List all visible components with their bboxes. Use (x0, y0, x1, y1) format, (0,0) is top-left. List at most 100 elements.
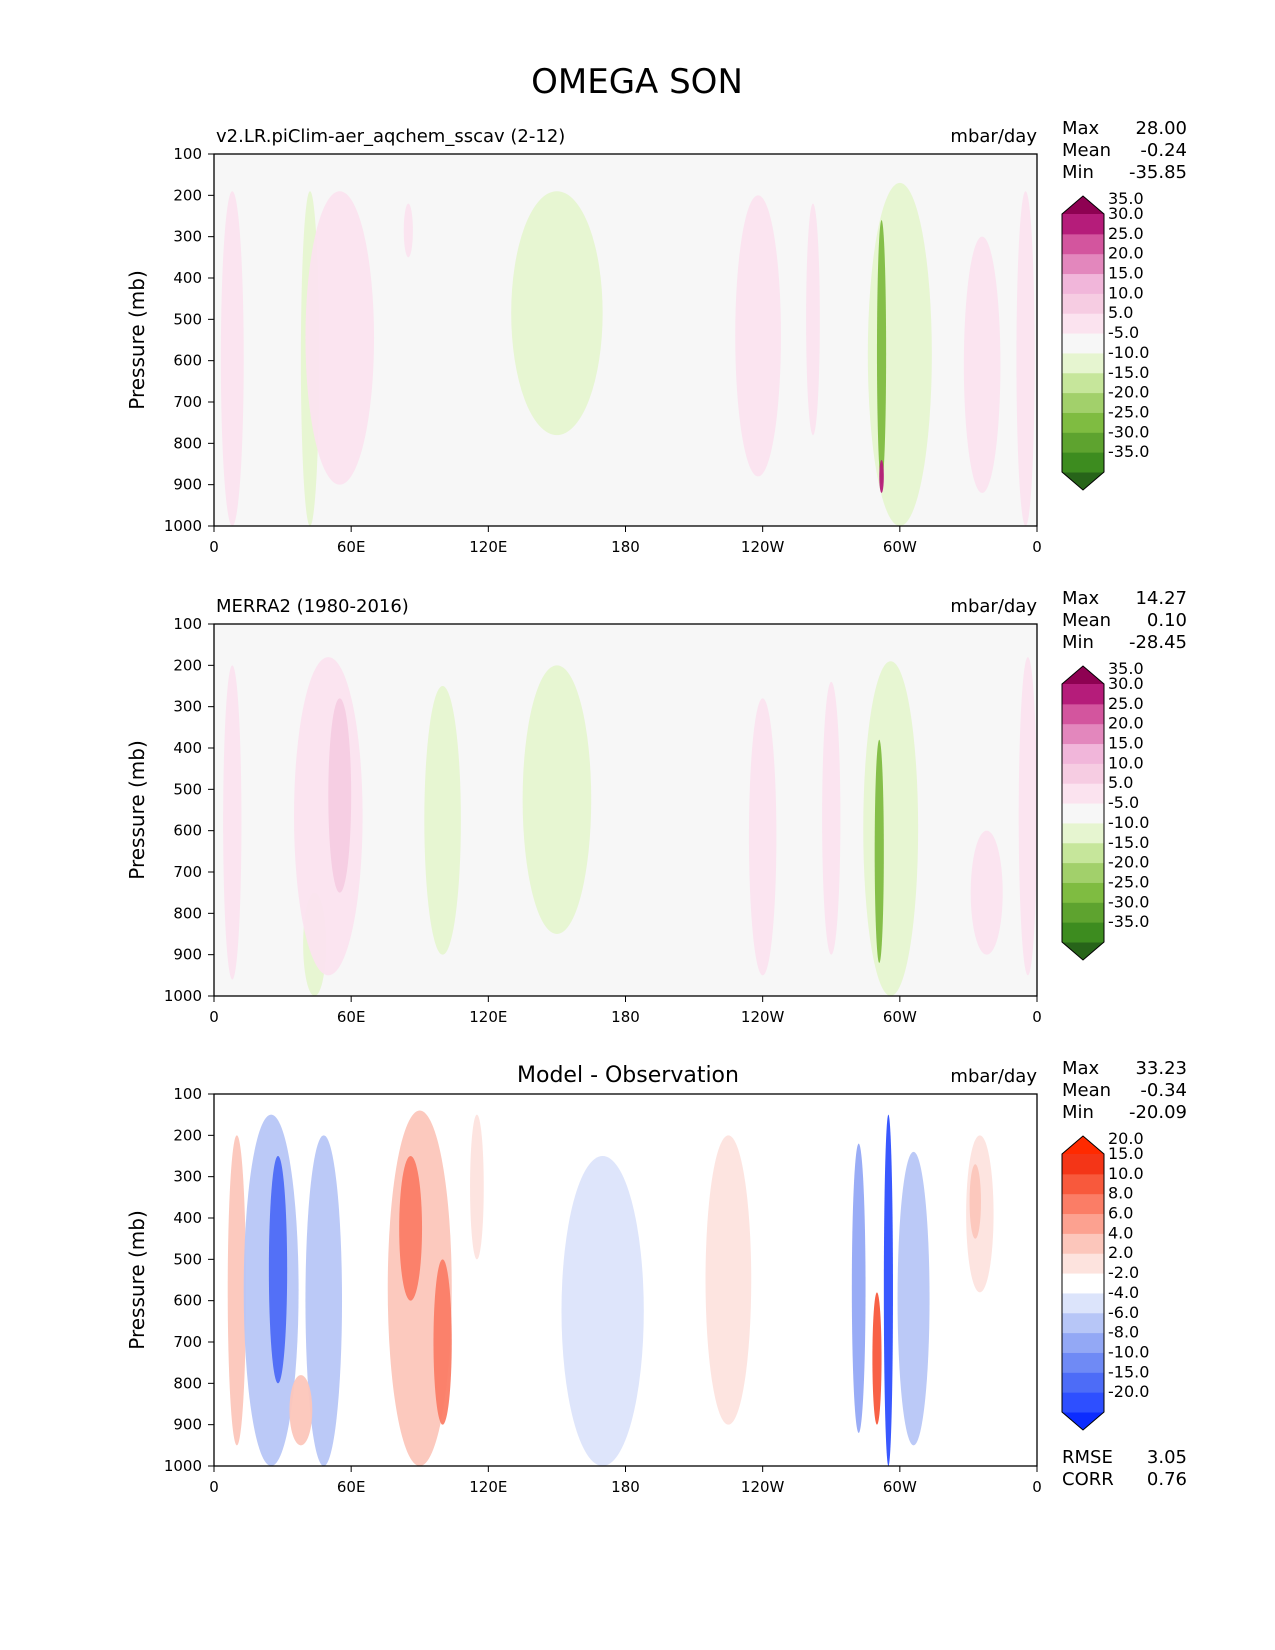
panel-1: 100 200 300 400 500 600 700 800 900 1000 0 60E 120E 1… (125, 588, 1187, 1026)
x-tick-label: 60E (337, 538, 366, 556)
y-tick-label: 900 (173, 946, 202, 964)
colorbar-segment (1062, 1292, 1104, 1314)
panel-title: v2.LR.piClim-aer_aqchem_sscav (2-12) (216, 126, 565, 147)
stat-label: Max (1062, 118, 1100, 139)
y-tick-label: 1000 (164, 517, 202, 535)
field-feature (748, 698, 777, 976)
colorbar-extend-bottom (1062, 942, 1104, 960)
colorbar-extend-top (1062, 666, 1104, 684)
colorbar-segment (1062, 763, 1104, 784)
y-tick-label: 400 (173, 739, 202, 757)
stat-value: 28.00 (1135, 118, 1187, 139)
field-feature (735, 195, 781, 477)
field-feature (511, 191, 603, 436)
colorbar-label: -20.0 (1108, 1382, 1149, 1401)
colorbar-label: -15.0 (1108, 833, 1149, 852)
y-tick-label: 600 (173, 352, 202, 370)
field-feature (872, 1292, 882, 1425)
colorbar-label: -35.0 (1108, 442, 1149, 461)
colorbar-label: 5.0 (1108, 773, 1133, 792)
x-tick-label: 0 (1032, 1008, 1042, 1026)
colorbar-label: -35.0 (1108, 912, 1149, 931)
stat-value: 33.23 (1135, 1058, 1187, 1079)
x-tick-label: 180 (611, 1008, 640, 1026)
y-tick-label: 1000 (164, 1457, 202, 1475)
field-feature (897, 1151, 930, 1446)
x-tick-label: 120W (741, 1478, 785, 1496)
y-tick-label: 700 (173, 863, 202, 881)
field-layer (223, 657, 1037, 996)
colorbar-segment (1062, 452, 1104, 473)
colorbar-label: -5.0 (1108, 323, 1139, 342)
x-tick-label: 60W (883, 1478, 917, 1496)
y-tick-label: 800 (173, 1374, 202, 1392)
stat-value: -0.24 (1140, 140, 1187, 161)
field-feature (851, 1143, 866, 1433)
colorbar-label: -8.0 (1108, 1323, 1139, 1342)
colorbar-segment (1062, 803, 1104, 824)
colorbar-segment (1062, 743, 1104, 764)
colorbar-segment (1062, 1352, 1104, 1373)
x-tick-label: 180 (611, 1478, 640, 1496)
field-feature (227, 1135, 247, 1446)
x-tick-label: 120E (469, 1478, 507, 1496)
colorbar-extend-bottom (1062, 472, 1104, 490)
x-tick-label: 0 (209, 538, 219, 556)
units-label: mbar/day (950, 126, 1037, 147)
colorbar-label: -2.0 (1108, 1263, 1139, 1282)
colorbar-segment (1062, 273, 1104, 294)
field-feature (220, 191, 244, 526)
colorbar-extend-top (1062, 1136, 1104, 1154)
stat-value: -0.34 (1140, 1080, 1187, 1101)
colorbar-segment (1062, 1173, 1104, 1195)
field-feature (399, 1156, 423, 1301)
panel-title: Model - Observation (517, 1063, 739, 1088)
stat-label: RMSE (1062, 1447, 1113, 1468)
colorbar-segment (1062, 822, 1104, 844)
x-tick-label: 0 (209, 1478, 219, 1496)
y-tick-label: 700 (173, 393, 202, 411)
colorbar-label: 6.0 (1108, 1204, 1133, 1223)
field-feature (561, 1156, 644, 1466)
y-tick-label: 200 (173, 186, 202, 204)
y-tick-label: 1000 (164, 987, 202, 1005)
field-feature (806, 203, 820, 436)
y-tick-label: 600 (173, 1292, 202, 1310)
colorbar-label: 8.0 (1108, 1184, 1133, 1203)
x-tick-label: 120E (469, 538, 507, 556)
stat-value: -20.09 (1129, 1102, 1187, 1123)
colorbar-segment (1062, 1372, 1104, 1393)
x-tick-label: 0 (1032, 1478, 1042, 1496)
colorbar-label: 20.0 (1108, 244, 1144, 263)
colorbar-outline (1061, 1135, 1105, 1431)
colorbar-label: -5.0 (1108, 793, 1139, 812)
colorbar-segment (1062, 253, 1104, 275)
stat-value: 0.10 (1147, 610, 1187, 631)
colorbar-segment (1062, 313, 1104, 334)
colorbar-label: 10.0 (1108, 283, 1144, 302)
field-feature (305, 191, 375, 485)
colorbar-outline (1061, 195, 1105, 491)
colorbar-label: 25.0 (1108, 224, 1144, 243)
colorbar-label: 20.0 (1108, 1129, 1144, 1148)
colorbar-label: 30.0 (1108, 204, 1144, 223)
colorbar-label: 10.0 (1108, 1164, 1144, 1183)
stat-label: Min (1062, 632, 1094, 653)
colorbar-segment (1062, 1193, 1104, 1215)
colorbar-label: -30.0 (1108, 892, 1149, 911)
y-tick-label: 900 (173, 476, 202, 494)
colorbar-segment (1062, 1332, 1104, 1353)
units-label: mbar/day (950, 596, 1037, 617)
x-tick-label: 60W (883, 1008, 917, 1026)
field-feature (223, 665, 242, 980)
x-tick-label: 120E (469, 1008, 507, 1026)
colorbar-segment (1062, 1392, 1104, 1413)
colorbar-segment (1062, 703, 1104, 725)
colorbar-label: -25.0 (1108, 872, 1149, 891)
colorbar-segment (1062, 372, 1104, 394)
colorbar-extend-top (1062, 196, 1104, 214)
stat-value: -35.85 (1129, 162, 1187, 183)
colorbar-segment (1062, 1253, 1104, 1274)
colorbar-label: -10.0 (1108, 813, 1149, 832)
field-feature (403, 203, 413, 258)
